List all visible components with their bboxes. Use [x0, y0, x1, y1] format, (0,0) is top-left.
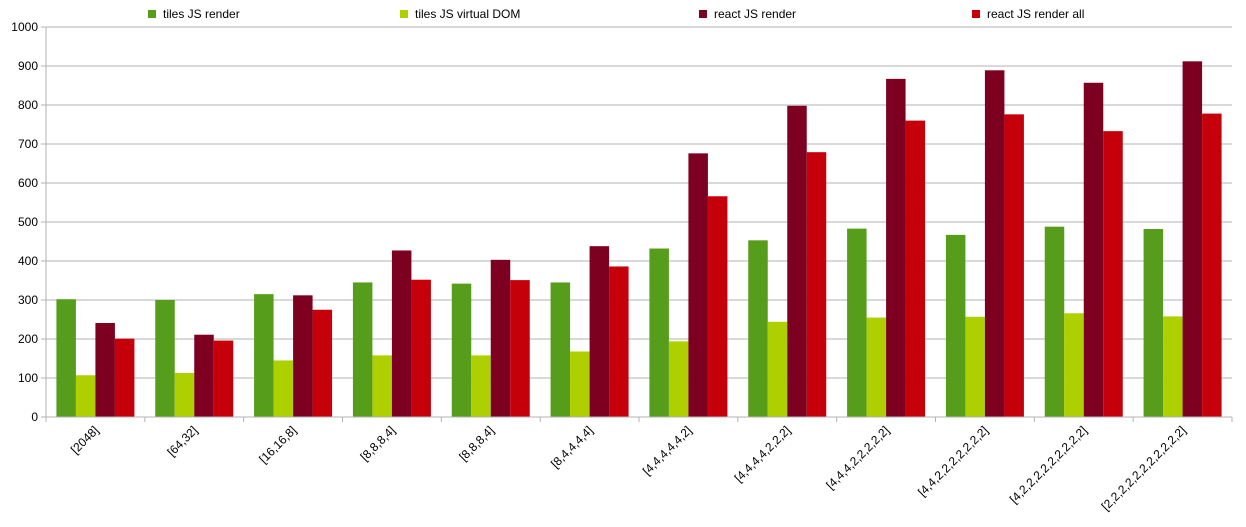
bar: [75, 375, 96, 417]
bar: [550, 282, 571, 417]
bar: [1202, 113, 1222, 417]
bar: [847, 228, 867, 417]
x-tick-label: [2048]: [68, 423, 101, 456]
bar: [194, 334, 214, 417]
bar: [668, 341, 689, 417]
bar: [510, 280, 530, 417]
x-tick-label: [4,4,2,2,2,2,2,2,2]: [915, 423, 991, 499]
grid-lines: [46, 26, 1232, 418]
bar: [254, 294, 274, 417]
x-tick-label: [8,8,8,4]: [456, 423, 497, 464]
bar: [965, 316, 985, 417]
bar: [174, 372, 195, 417]
bar: [866, 317, 887, 417]
y-tick-label: 900: [18, 59, 38, 73]
bar: [471, 355, 491, 417]
x-tick-label: [2,2,2,2,2,2,2,2,2,2,2]: [1099, 423, 1189, 513]
y-tick-label: 600: [18, 176, 38, 190]
bars: [56, 61, 1222, 418]
legend: tiles JS render tiles JS virtual DOM react…: [148, 7, 1084, 21]
legend-label: tiles JS virtual DOM: [415, 7, 520, 21]
y-tick-label: 400: [18, 254, 38, 268]
bar: [1143, 229, 1164, 417]
y-tick-label: 100: [18, 371, 38, 385]
bar: [1103, 131, 1123, 417]
y-tick-label: 200: [18, 332, 38, 346]
x-tick-label: [16,16,8]: [256, 423, 299, 466]
x-tick-label: [8,8,8,4]: [357, 423, 398, 464]
bar: [490, 259, 511, 417]
bar: [1182, 61, 1203, 417]
y-tick-label: 800: [18, 98, 38, 112]
bar: [312, 309, 333, 417]
bar: [1044, 226, 1065, 417]
bar: [451, 283, 472, 417]
bar: [1064, 313, 1084, 417]
x-tick-label: [4,2,2,2,2,2,2,2,2,2]: [1007, 423, 1090, 506]
bar: [391, 250, 412, 417]
bar: [649, 248, 669, 417]
bar: [688, 153, 708, 418]
legend-swatch: [699, 10, 707, 18]
y-axis-ticks: 0 100 200 300 400 500 600 700 800 900 1000: [11, 20, 46, 424]
bar: [787, 105, 807, 417]
bar: [748, 240, 768, 417]
bar: [411, 279, 431, 417]
bar: [886, 78, 906, 418]
legend-label: tiles JS render: [163, 7, 240, 21]
bar: [155, 300, 175, 417]
bar: [56, 299, 76, 417]
legend-label: react JS render all: [987, 7, 1084, 21]
bar: [1163, 316, 1183, 417]
bar: [945, 234, 966, 417]
x-tick-label: [4,4,4,4,2,2,2]: [732, 423, 794, 485]
y-tick-label: 300: [18, 293, 38, 307]
bar: [570, 351, 590, 417]
bar: [1004, 114, 1024, 418]
x-tick-label: [4,4,4,4,4,2]: [640, 423, 695, 478]
bar: [372, 355, 392, 417]
bar: [707, 196, 728, 417]
y-tick-label: 1000: [11, 20, 38, 34]
bar: [352, 282, 373, 417]
bar: [95, 323, 115, 417]
bar: [213, 340, 234, 417]
bar: [806, 152, 827, 417]
bar: [984, 70, 1005, 417]
legend-swatch: [400, 10, 408, 18]
legend-label: react JS render: [714, 7, 796, 21]
legend-swatch: [972, 10, 980, 18]
bar: [609, 266, 629, 417]
bar: [905, 120, 926, 417]
bar: [589, 246, 610, 417]
bar: [273, 360, 294, 417]
x-axis-ticks: [2048] [64,32] [16,16,8] [8,8,8,4] [8,8,8,4]…: [45, 417, 1233, 513]
y-tick-label: 500: [18, 215, 38, 229]
x-tick-label: [64,32]: [165, 423, 201, 459]
x-tick-label: [4,4,4,2,2,2,2,2]: [823, 423, 892, 492]
bar: [767, 321, 788, 417]
y-tick-label: 0: [31, 410, 38, 424]
bar: [293, 295, 313, 417]
legend-swatch: [148, 10, 156, 18]
y-tick-label: 700: [18, 137, 38, 151]
bar: [114, 338, 135, 417]
bar: [1083, 82, 1104, 418]
x-tick-label: [8,4,4,4,4]: [548, 423, 596, 471]
